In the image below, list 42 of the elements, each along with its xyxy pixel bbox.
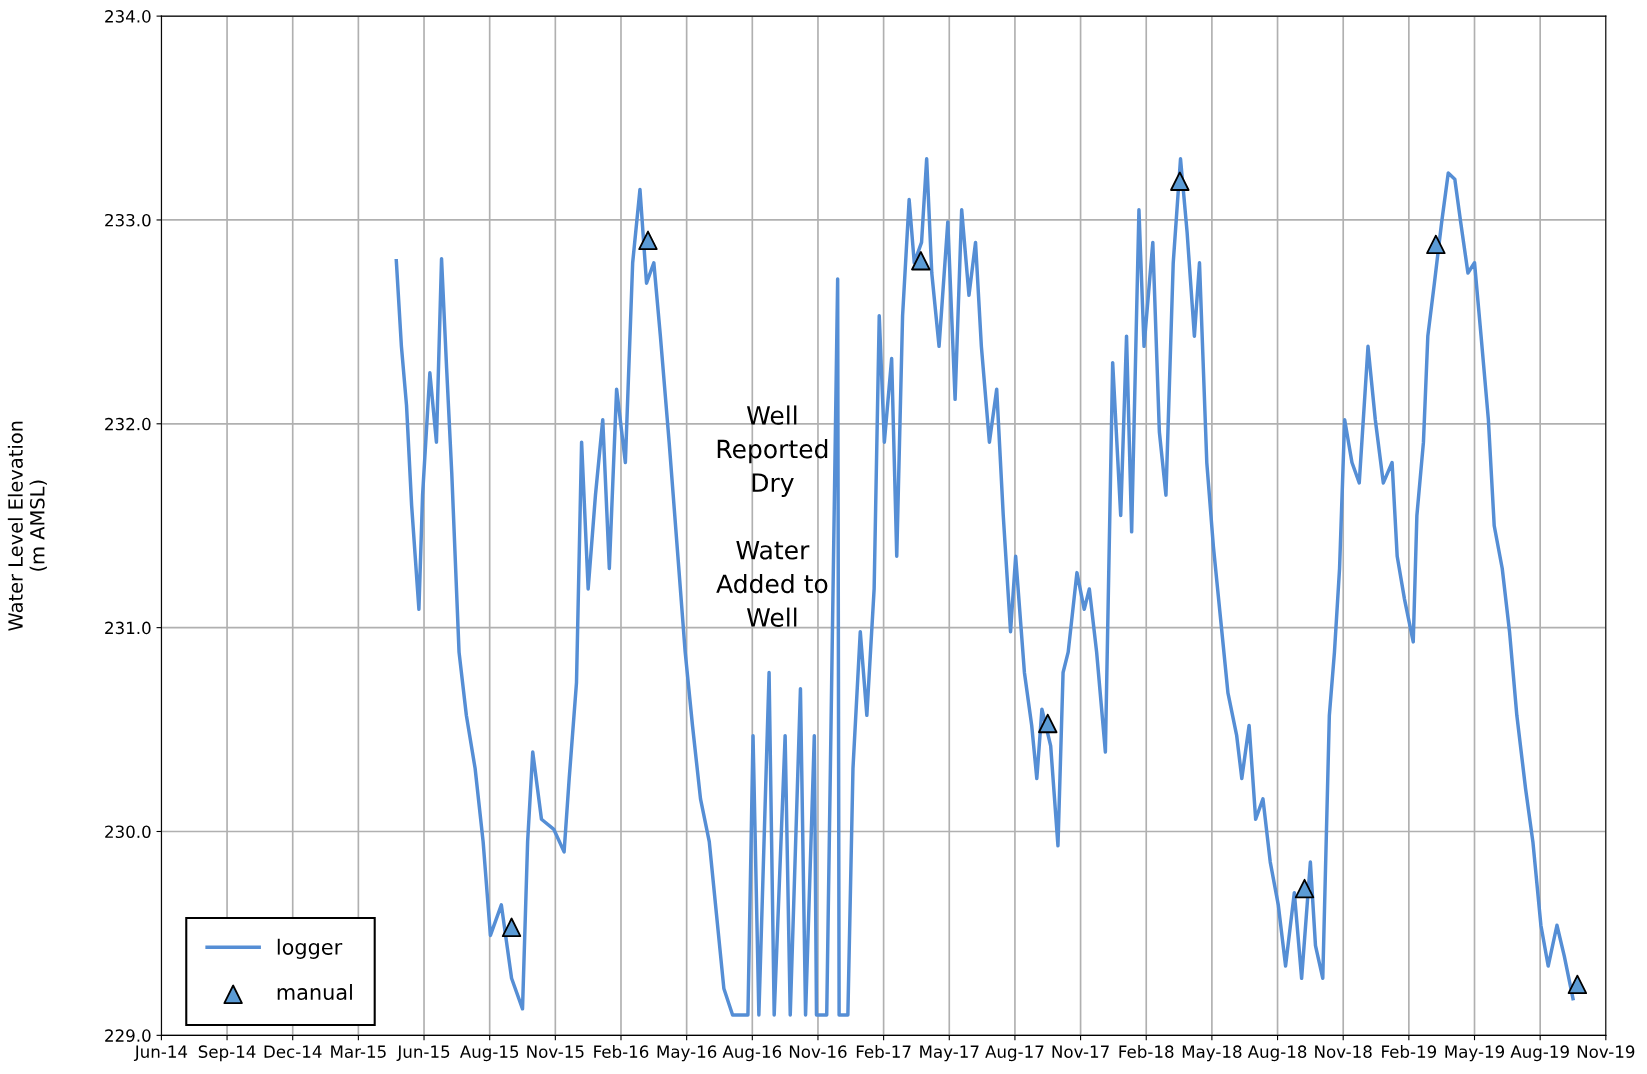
legend-label: logger [277,938,343,959]
x-tick-label: Aug-19 [1510,1045,1569,1062]
point [1567,974,1588,995]
y-tick-label: 233.0 [105,213,151,227]
point [638,230,658,251]
x-tick-label: May-17 [920,1045,979,1062]
point [1294,878,1315,899]
x-tick-label: Aug-17 [985,1045,1044,1062]
x-tick-label: May-19 [1445,1045,1505,1062]
x-tick-label: Jun-15 [396,1045,450,1062]
text: Well Reported Dry Water Added to Well [716,405,828,627]
x-tick-label: Aug-18 [1247,1045,1307,1062]
legend-label: manual [277,983,352,1001]
y-tick-label: 231.0 [105,621,151,635]
x-tick-label: Dec-14 [264,1045,322,1058]
x-tick-label: May-16 [657,1045,717,1062]
x-tick-label: Feb-16 [594,1045,649,1058]
x-tick-label: Jun-14 [133,1045,188,1062]
point [1038,713,1058,734]
point [1170,171,1190,191]
x-tick-label: Feb-18 [1119,1045,1174,1058]
y-tick-label: 230.0 [105,825,151,839]
x-tick-label: Aug-15 [459,1045,519,1062]
y-tick-label: 234.0 [105,10,151,23]
y-axis-title: Water Level Elevation (m AMSL) [7,421,47,631]
x-tick-label: Mar-15 [331,1045,386,1058]
x-tick-label: Nov-18 [1315,1045,1372,1058]
line-series [394,157,1575,1017]
x-tick-label: Sep-14 [198,1045,256,1062]
y-tick-label: 232.0 [105,417,151,431]
x-tick-label: Nov-17 [1052,1045,1109,1058]
x-tick-label: Feb-17 [856,1045,911,1058]
point [501,917,522,937]
point [1426,234,1446,255]
x-tick-label: Aug-16 [722,1045,782,1062]
x-tick-label: May-18 [1182,1045,1242,1062]
x-tick-label: Nov-19 [1577,1045,1635,1058]
x-tick-label: Nov-16 [789,1045,847,1058]
x-tick-label: Nov-15 [527,1045,584,1058]
y-tick-label: 229.0 [105,1029,151,1042]
point [911,251,931,271]
x-tick-label: Feb-19 [1382,1045,1437,1058]
